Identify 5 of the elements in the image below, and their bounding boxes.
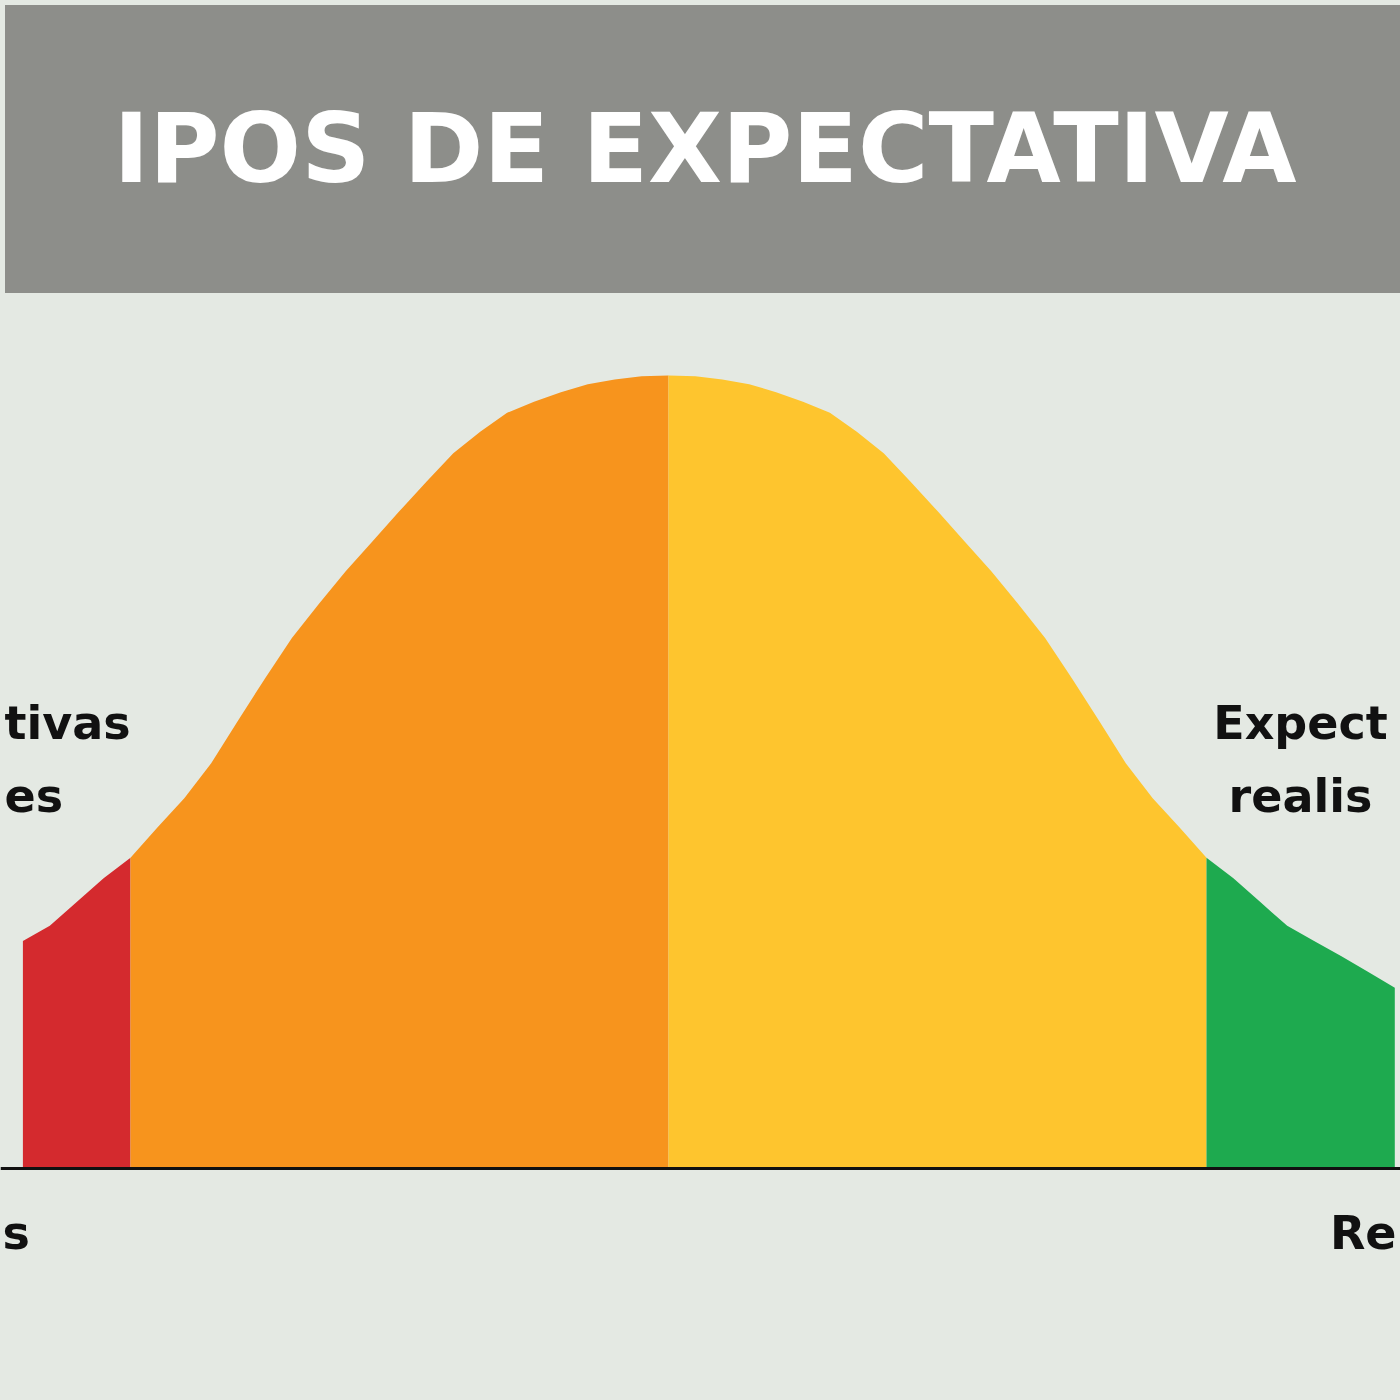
annotation: tivas es xyxy=(4,695,131,823)
chart-title: IPOS DE EXPECTATIVA xyxy=(113,92,1297,207)
annotation: Expect realis xyxy=(1213,695,1388,823)
text: s xyxy=(2,1205,30,1260)
text: Re xyxy=(1329,1205,1397,1260)
